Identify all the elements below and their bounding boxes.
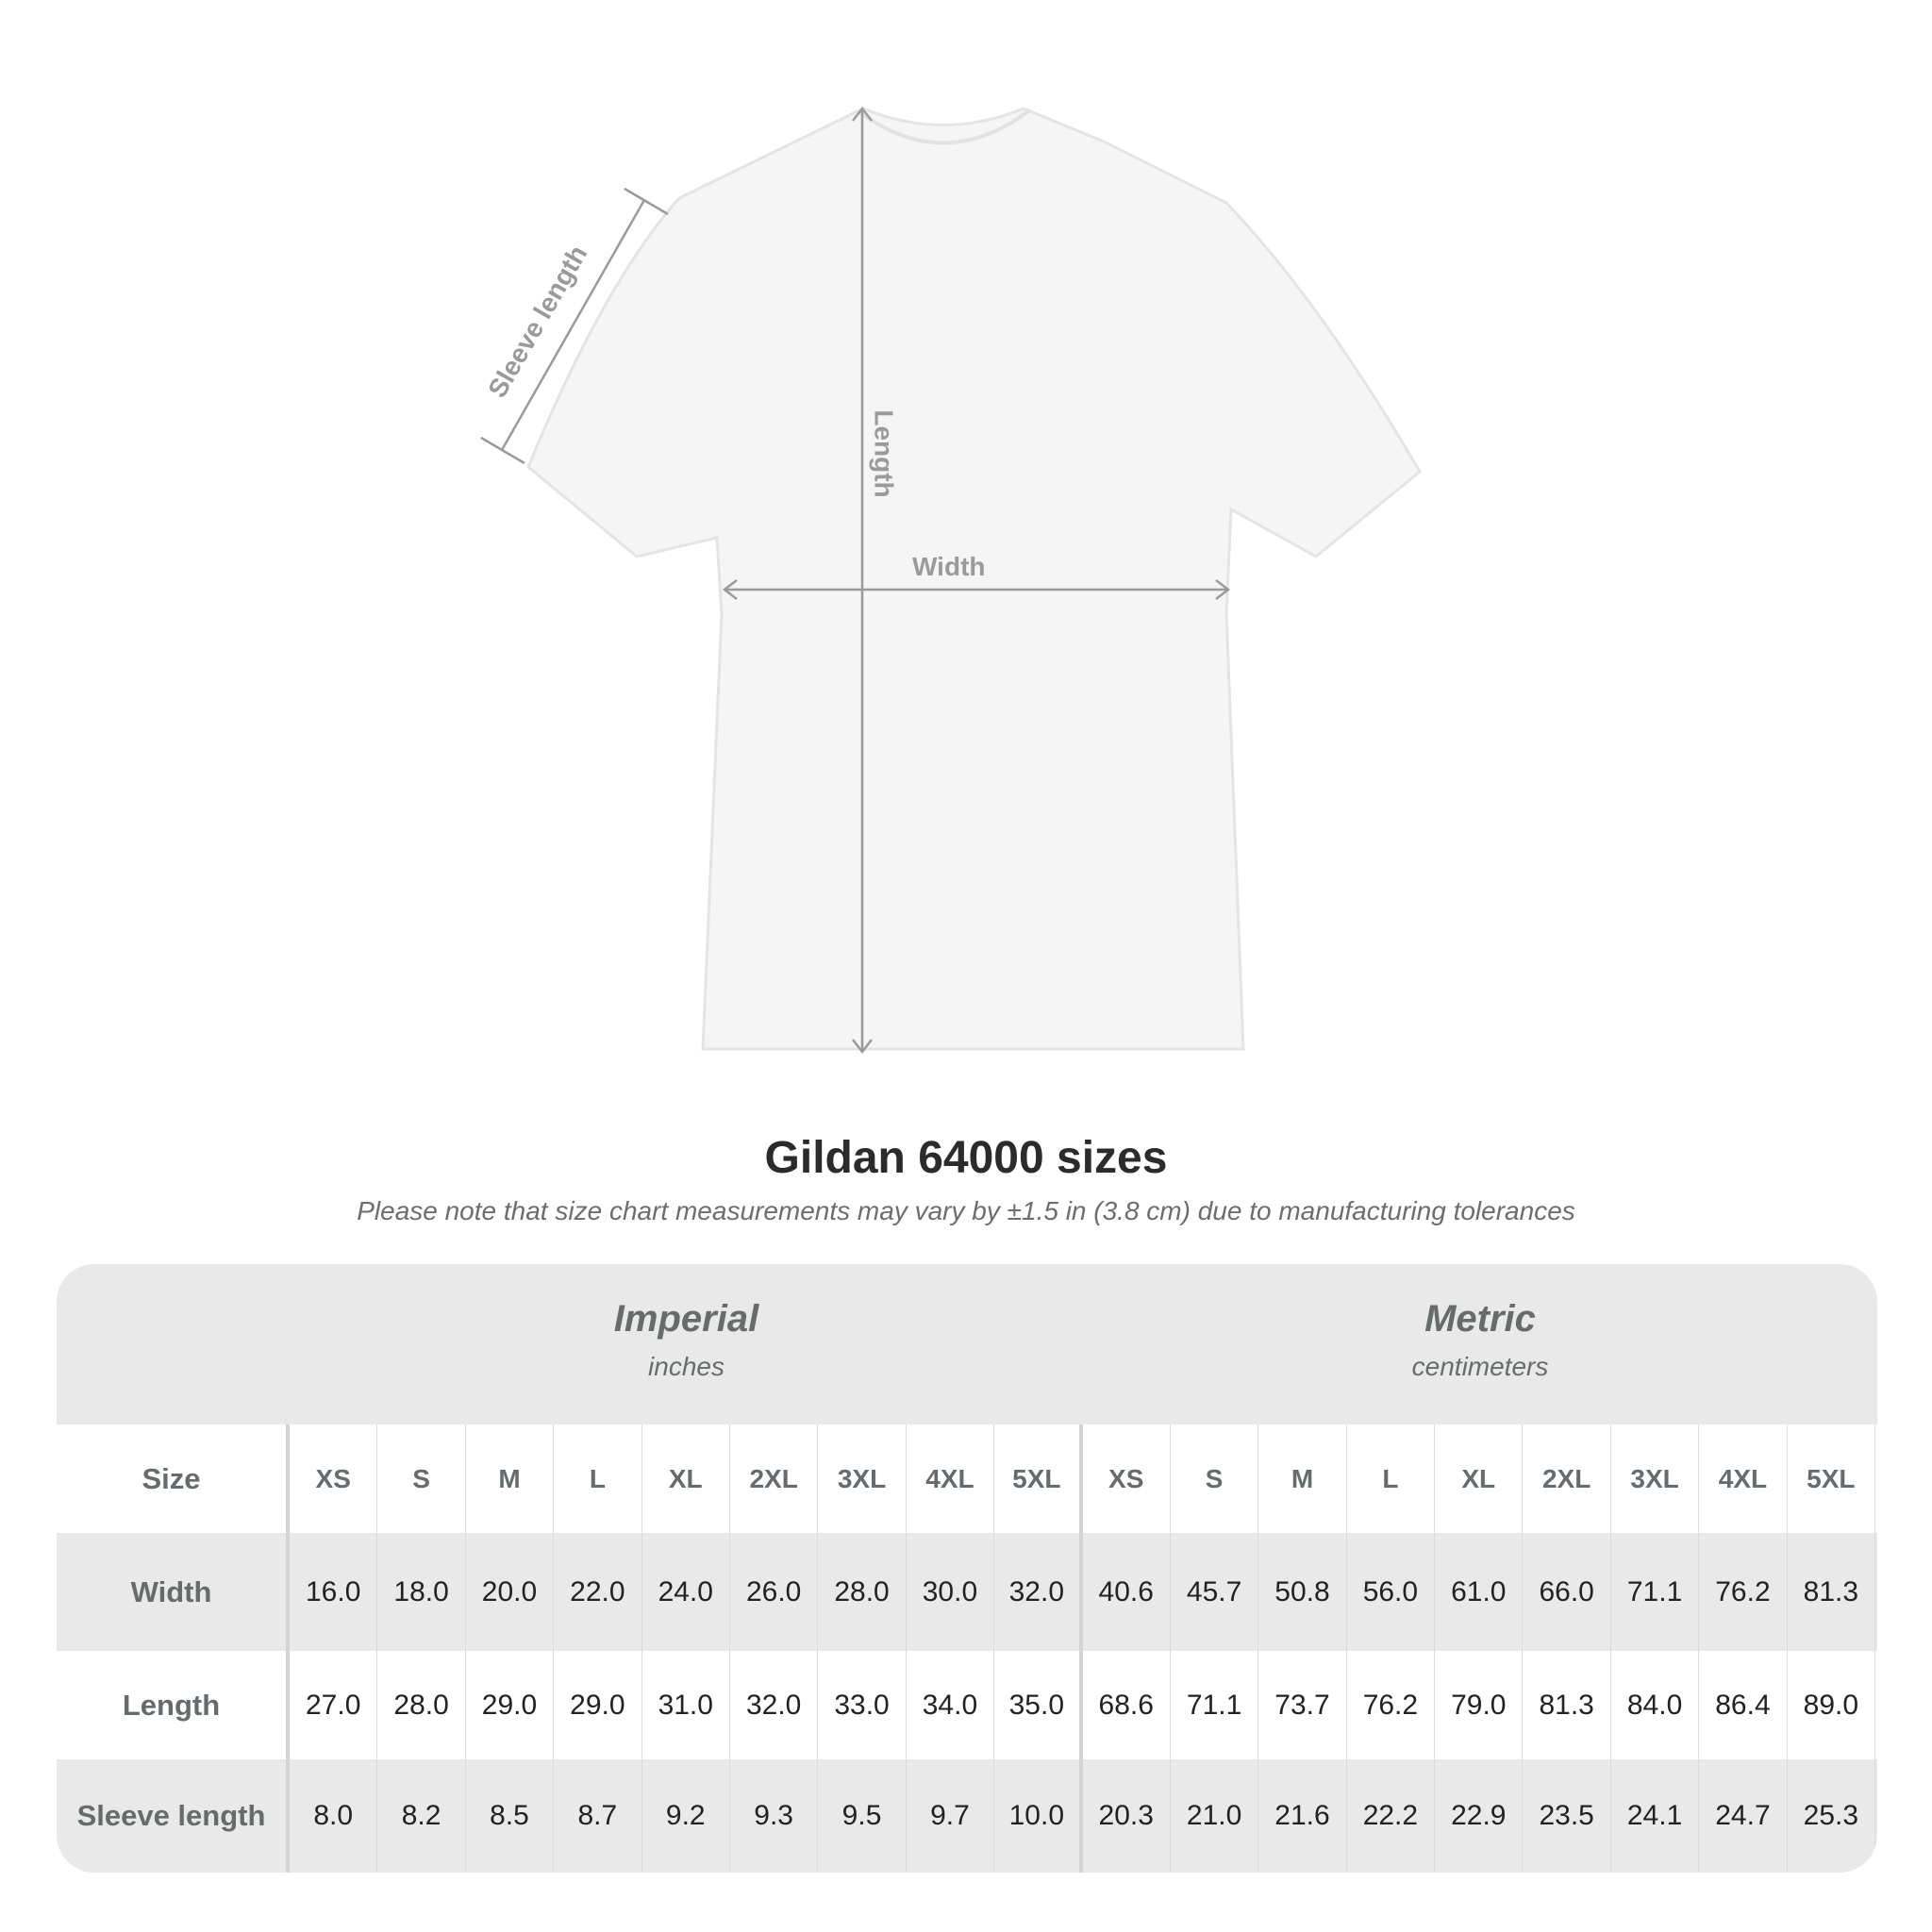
metric-value: 68.6: [1083, 1651, 1171, 1759]
tshirt-shape: [526, 107, 1422, 1051]
metric-value: 73.7: [1258, 1651, 1347, 1759]
imperial-value: 26.0: [730, 1533, 819, 1651]
imperial-value: 33.0: [818, 1651, 907, 1759]
metric-value: 71.1: [1611, 1533, 1700, 1651]
row-label: Sleeve length: [57, 1759, 290, 1873]
size-label: Size: [57, 1424, 290, 1533]
imperial-value: 27.0: [290, 1651, 378, 1759]
imperial-value: 9.7: [907, 1759, 995, 1873]
metric-value: 24.7: [1699, 1759, 1788, 1873]
metric-title: Metric: [1424, 1298, 1536, 1340]
imperial-value: 8.5: [466, 1759, 555, 1873]
imperial-value: 8.0: [290, 1759, 378, 1873]
page-title: Gildan 64000 sizes: [764, 1133, 1168, 1183]
imperial-value: 22.0: [554, 1533, 642, 1651]
imperial-size-3XL: 3XL: [818, 1424, 907, 1533]
imperial-size-M: M: [466, 1424, 555, 1533]
metric-value: 76.2: [1699, 1533, 1788, 1651]
imperial-value: 30.0: [907, 1533, 995, 1651]
imperial-size-XL: XL: [642, 1424, 730, 1533]
imperial-size-2XL: 2XL: [730, 1424, 819, 1533]
metric-value: 20.3: [1083, 1759, 1171, 1873]
imperial-value: 35.0: [994, 1651, 1083, 1759]
size-table: Imperial inches Metric centimeters Size X…: [57, 1264, 1877, 1873]
imperial-value: 9.5: [818, 1759, 907, 1873]
metric-value: 86.4: [1699, 1651, 1788, 1759]
length-label: Length: [869, 409, 899, 498]
imperial-value: 20.0: [466, 1533, 555, 1651]
metric-value: 71.1: [1171, 1651, 1259, 1759]
metric-value: 24.1: [1611, 1759, 1700, 1873]
row-label: Width: [57, 1533, 290, 1651]
metric-value: 61.0: [1435, 1533, 1524, 1651]
imperial-value: 28.0: [818, 1533, 907, 1651]
metric-value: 22.2: [1347, 1759, 1436, 1873]
imperial-title: Imperial: [613, 1298, 759, 1340]
imperial-value: 10.0: [994, 1759, 1083, 1873]
metric-size-4XL: 4XL: [1699, 1424, 1788, 1533]
metric-value: 81.3: [1523, 1651, 1611, 1759]
imperial-value: 28.0: [377, 1651, 466, 1759]
metric-value: 21.6: [1258, 1759, 1347, 1873]
metric-value: 66.0: [1523, 1533, 1611, 1651]
tolerance-note: Please note that size chart measurements…: [357, 1196, 1575, 1225]
imperial-size-XS: XS: [290, 1424, 378, 1533]
metric-value: 40.6: [1083, 1533, 1171, 1651]
metric-size-L: L: [1347, 1424, 1436, 1533]
metric-size-M: M: [1258, 1424, 1347, 1533]
metric-size-XS: XS: [1083, 1424, 1171, 1533]
imperial-value: 32.0: [730, 1651, 819, 1759]
table-row: Width 16.0 18.0 20.0 22.0 24.0 26.0 28.0 30.0 32.…: [57, 1533, 1877, 1651]
metric-value: 50.8: [1258, 1533, 1347, 1651]
metric-size-2XL: 2XL: [1523, 1424, 1611, 1533]
imperial-size-5XL: 5XL: [994, 1424, 1083, 1533]
metric-value: 89.0: [1788, 1651, 1876, 1759]
imperial-value: 8.2: [377, 1759, 466, 1873]
metric-value: 45.7: [1171, 1533, 1259, 1651]
imperial-value: 9.2: [642, 1759, 730, 1873]
sleeve-line: [500, 199, 646, 451]
metric-value: 56.0: [1347, 1533, 1436, 1651]
imperial-size-S: S: [377, 1424, 466, 1533]
imperial-value: 8.7: [554, 1759, 642, 1873]
metric-value: 81.3: [1788, 1533, 1876, 1651]
table-row: Sleeve length 8.0 8.2 8.5 8.7 9.2 9.3 9.5 9.7 10.…: [57, 1759, 1877, 1873]
imperial-value: 29.0: [466, 1651, 555, 1759]
imperial-unit: inches: [648, 1352, 724, 1381]
metric-value: 23.5: [1523, 1759, 1611, 1873]
imperial-value: 32.0: [994, 1533, 1083, 1651]
width-label: Width: [912, 552, 986, 581]
metric-size-XL: XL: [1435, 1424, 1524, 1533]
metric-value: 21.0: [1171, 1759, 1259, 1873]
metric-header: Metric centimeters: [1083, 1264, 1877, 1424]
imperial-value: 34.0: [907, 1651, 995, 1759]
metric-unit: centimeters: [1411, 1352, 1549, 1381]
metric-value: 84.0: [1611, 1651, 1700, 1759]
metric-value: 22.9: [1435, 1759, 1524, 1873]
imperial-value: 9.3: [730, 1759, 819, 1873]
imperial-header: Imperial inches: [290, 1264, 1083, 1424]
metric-size-S: S: [1171, 1424, 1259, 1533]
imperial-size-4XL: 4XL: [907, 1424, 995, 1533]
metric-value: 25.3: [1788, 1759, 1876, 1873]
metric-value: 76.2: [1347, 1651, 1436, 1759]
row-label: Length: [57, 1651, 290, 1759]
metric-value: 79.0: [1435, 1651, 1524, 1759]
table-row: Length 27.0 28.0 29.0 29.0 31.0 32.0 33.0 34.0 35…: [57, 1651, 1877, 1759]
size-header-row: Size XS S M L XL 2XL 3XL 4XL 5XL XS S M L XL 2XL 3XL 4XL 5…: [57, 1424, 1877, 1533]
imperial-value: 16.0: [290, 1533, 378, 1651]
tshirt-diagram: [480, 106, 1422, 1055]
metric-size-5XL: 5XL: [1788, 1424, 1876, 1533]
imperial-value: 31.0: [642, 1651, 730, 1759]
imperial-value: 29.0: [554, 1651, 642, 1759]
imperial-value: 24.0: [642, 1533, 730, 1651]
metric-size-3XL: 3XL: [1611, 1424, 1700, 1533]
imperial-size-L: L: [554, 1424, 642, 1533]
imperial-value: 18.0: [377, 1533, 466, 1651]
